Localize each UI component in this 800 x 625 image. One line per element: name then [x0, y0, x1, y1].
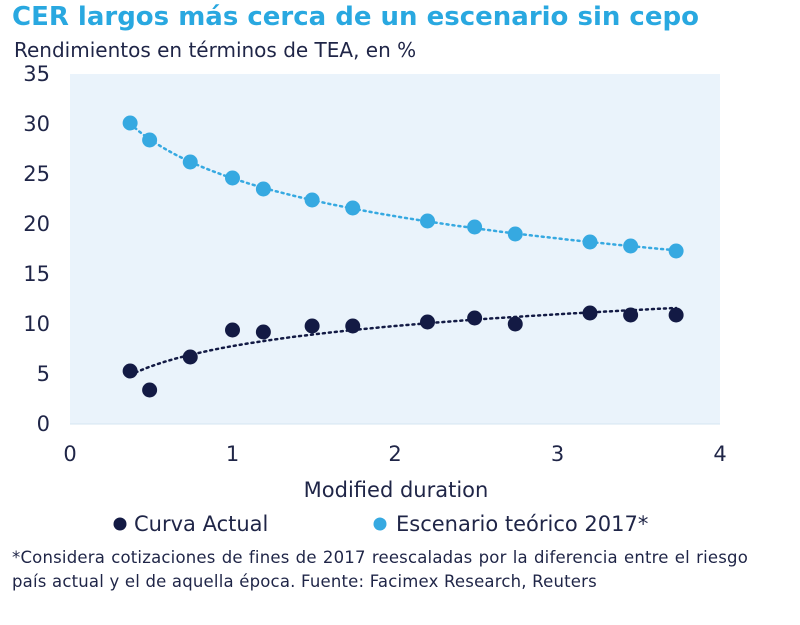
y-tick-labels: 0 5 10 15 20 25 30 35: [23, 62, 50, 436]
x-tick-label: 0: [63, 442, 76, 466]
y-tick-label: 25: [23, 162, 50, 186]
x-tick-label: 3: [551, 442, 564, 466]
data-point: [345, 318, 361, 334]
chart-svg: 0 5 10 15 20 25 30 35 0 1 2 3 4 Modified duration C…: [23, 62, 726, 536]
data-point: [467, 219, 483, 235]
data-point: [582, 234, 598, 250]
x-axis-label: Modified duration: [304, 478, 489, 502]
data-point: [345, 200, 361, 216]
data-point: [182, 154, 198, 170]
legend-marker: [373, 517, 387, 531]
y-tick-label: 30: [23, 112, 50, 136]
data-point: [507, 226, 523, 242]
data-point: [142, 382, 158, 398]
plot-area: [70, 74, 720, 424]
data-point: [668, 243, 684, 259]
y-tick-label: 20: [23, 212, 50, 236]
legend-label: Escenario teórico 2017*: [396, 512, 648, 536]
data-points: [122, 115, 684, 398]
x-tick-labels: 0 1 2 3 4: [63, 442, 726, 466]
legend-label: Curva Actual: [134, 512, 268, 536]
y-tick-label: 15: [23, 262, 50, 286]
data-point: [255, 181, 271, 197]
y-tick-label: 5: [37, 362, 50, 386]
x-tick-label: 1: [226, 442, 239, 466]
data-point: [225, 322, 240, 338]
x-tick-label: 4: [713, 442, 726, 466]
data-point: [122, 363, 138, 379]
x-tick-label: 2: [388, 442, 401, 466]
footnote: *Considera cotizaciones de fines de 2017…: [12, 548, 748, 591]
data-point: [668, 307, 684, 323]
data-point: [623, 238, 639, 254]
data-point: [582, 305, 598, 321]
y-tick-label: 35: [23, 62, 50, 86]
data-point: [623, 307, 639, 323]
chart-title: CER largos más cerca de un escenario sin…: [12, 2, 699, 32]
data-point: [142, 132, 158, 148]
data-point: [122, 115, 138, 131]
y-tick-label: 10: [23, 312, 50, 336]
data-point: [507, 316, 523, 332]
data-point: [304, 318, 320, 334]
data-point: [255, 324, 271, 340]
data-point: [467, 310, 483, 326]
legend: Curva Actual Escenario teórico 2017*: [113, 512, 648, 536]
y-tick-label: 0: [37, 412, 50, 436]
legend-marker: [113, 517, 127, 531]
chart-subtitle: Rendimientos en términos de TEA, en %: [14, 38, 417, 62]
data-point: [420, 213, 435, 229]
data-point: [182, 349, 198, 365]
data-point: [225, 170, 240, 186]
data-point: [420, 314, 435, 330]
data-point: [304, 192, 320, 208]
